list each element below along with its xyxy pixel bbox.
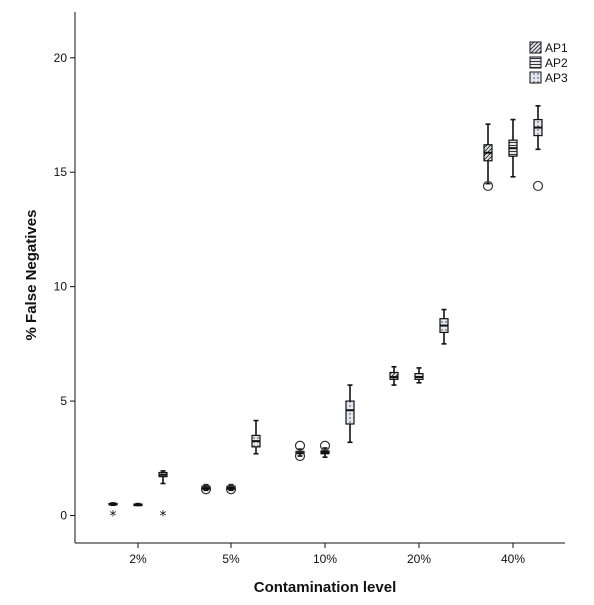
y-axis-title: % False Negatives — [23, 210, 40, 341]
y-tick-label: 15 — [54, 165, 68, 179]
plot-frame — [74, 12, 565, 544]
legend-swatch — [529, 41, 542, 54]
x-tick-label: 10% — [313, 552, 337, 566]
x-tick-label: 2% — [129, 552, 147, 566]
box-ap1-40pct — [482, 123, 494, 192]
box-ap2-2pct — [133, 502, 143, 507]
extreme-point: * — [110, 509, 117, 525]
legend-label: AP1 — [545, 41, 568, 55]
legend-swatch — [529, 56, 542, 69]
x-tick-label: 20% — [407, 552, 431, 566]
outlier-point — [294, 440, 306, 451]
box-ap2-20pct — [414, 367, 424, 384]
box-ap3-10pct — [345, 384, 355, 444]
outlier-point — [532, 180, 544, 192]
box-ap1-2pct: * — [108, 502, 118, 525]
legend-entry-ap2: AP2 — [529, 56, 568, 70]
outlier-point — [319, 440, 331, 451]
legend-label: AP3 — [545, 71, 568, 85]
legend-swatch — [529, 71, 542, 84]
box-ap3-2pct: * — [158, 470, 168, 525]
x-tick-label: 5% — [222, 552, 240, 566]
legend-entry-ap3: AP3 — [529, 71, 568, 85]
y-tick-label: 10 — [54, 280, 68, 294]
outlier-point — [200, 484, 212, 495]
box-iqr — [345, 400, 355, 425]
legend-entry-ap1: AP1 — [529, 41, 568, 55]
box-ap1-20pct — [389, 365, 399, 386]
box-ap3-20pct — [439, 308, 449, 345]
box-ap3-40pct — [532, 105, 544, 192]
outlier-point — [294, 450, 306, 462]
box-ap1-5pct — [200, 483, 212, 495]
box-ap3-5pct — [251, 419, 261, 455]
outlier-point — [225, 484, 237, 495]
box-ap2-10pct — [319, 440, 331, 458]
outlier-point — [482, 180, 494, 192]
y-tick-label: 20 — [54, 51, 68, 65]
x-axis-title: Contamination level — [254, 579, 397, 596]
y-tick-label: 5 — [60, 394, 67, 408]
box-groups: * * — [108, 105, 544, 525]
y-tick-label: 0 — [60, 509, 67, 523]
box-ap2-5pct — [225, 483, 237, 495]
x-axis-ticks: 2% 5% 10% 20% 40% — [129, 543, 525, 566]
y-axis-ticks: 0 5 10 15 20 — [54, 51, 75, 523]
box-iqr — [389, 371, 399, 380]
box-ap1-10pct — [294, 440, 306, 462]
box-ap2-40pct — [508, 118, 518, 178]
x-tick-label: 40% — [501, 552, 525, 566]
extreme-point: * — [160, 509, 167, 525]
legend-label: AP2 — [545, 56, 568, 70]
